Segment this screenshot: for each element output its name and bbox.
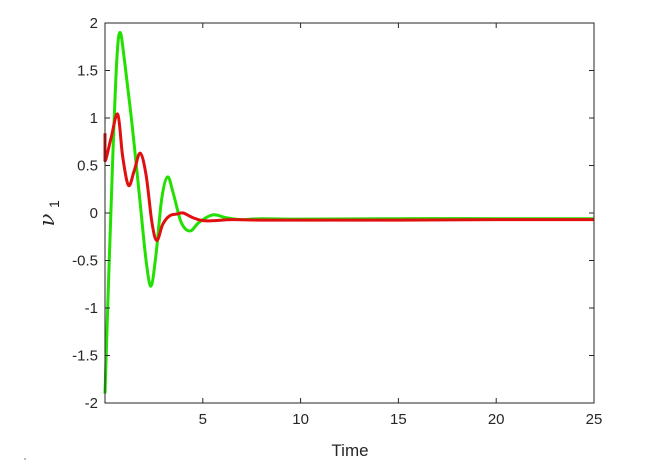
y-tick-label: -1.5 — [72, 348, 98, 365]
x-tick-label: 5 — [199, 411, 207, 428]
x-tick-label: 10 — [292, 411, 309, 428]
x-tick-label: 20 — [488, 411, 505, 428]
series-red-line — [103, 112, 595, 243]
x-tick-labels: 5 10 15 20 25 — [199, 411, 603, 428]
ticks-layer — [105, 22, 595, 404]
y-tick-label: 0 — [90, 205, 98, 222]
y-tick-label: 1.5 — [77, 63, 98, 80]
y-tick-label: 0.5 — [77, 158, 98, 175]
y-tick-label: -0.5 — [72, 253, 98, 270]
series-layer — [103, 31, 595, 394]
x-tick-label: 25 — [586, 411, 603, 428]
y-axis-title-symbol: ν — [35, 213, 59, 226]
y-tick-label: -1 — [85, 300, 98, 317]
x-axis-title: Time — [331, 441, 368, 460]
y-axis-title-subscript: 1 — [46, 200, 62, 208]
y-axis-title: ν 1 — [35, 200, 62, 226]
stray-dot — [24, 458, 26, 460]
y-tick-labels: -2 -1.5 -1 -0.5 0 0.5 1 1.5 2 — [72, 15, 98, 412]
y-tick-label: 1 — [90, 110, 98, 127]
plot-area — [103, 22, 595, 404]
y-tick-label: -2 — [85, 395, 98, 412]
x-tick-label: 15 — [390, 411, 407, 428]
y-tick-label: 2 — [90, 15, 98, 32]
